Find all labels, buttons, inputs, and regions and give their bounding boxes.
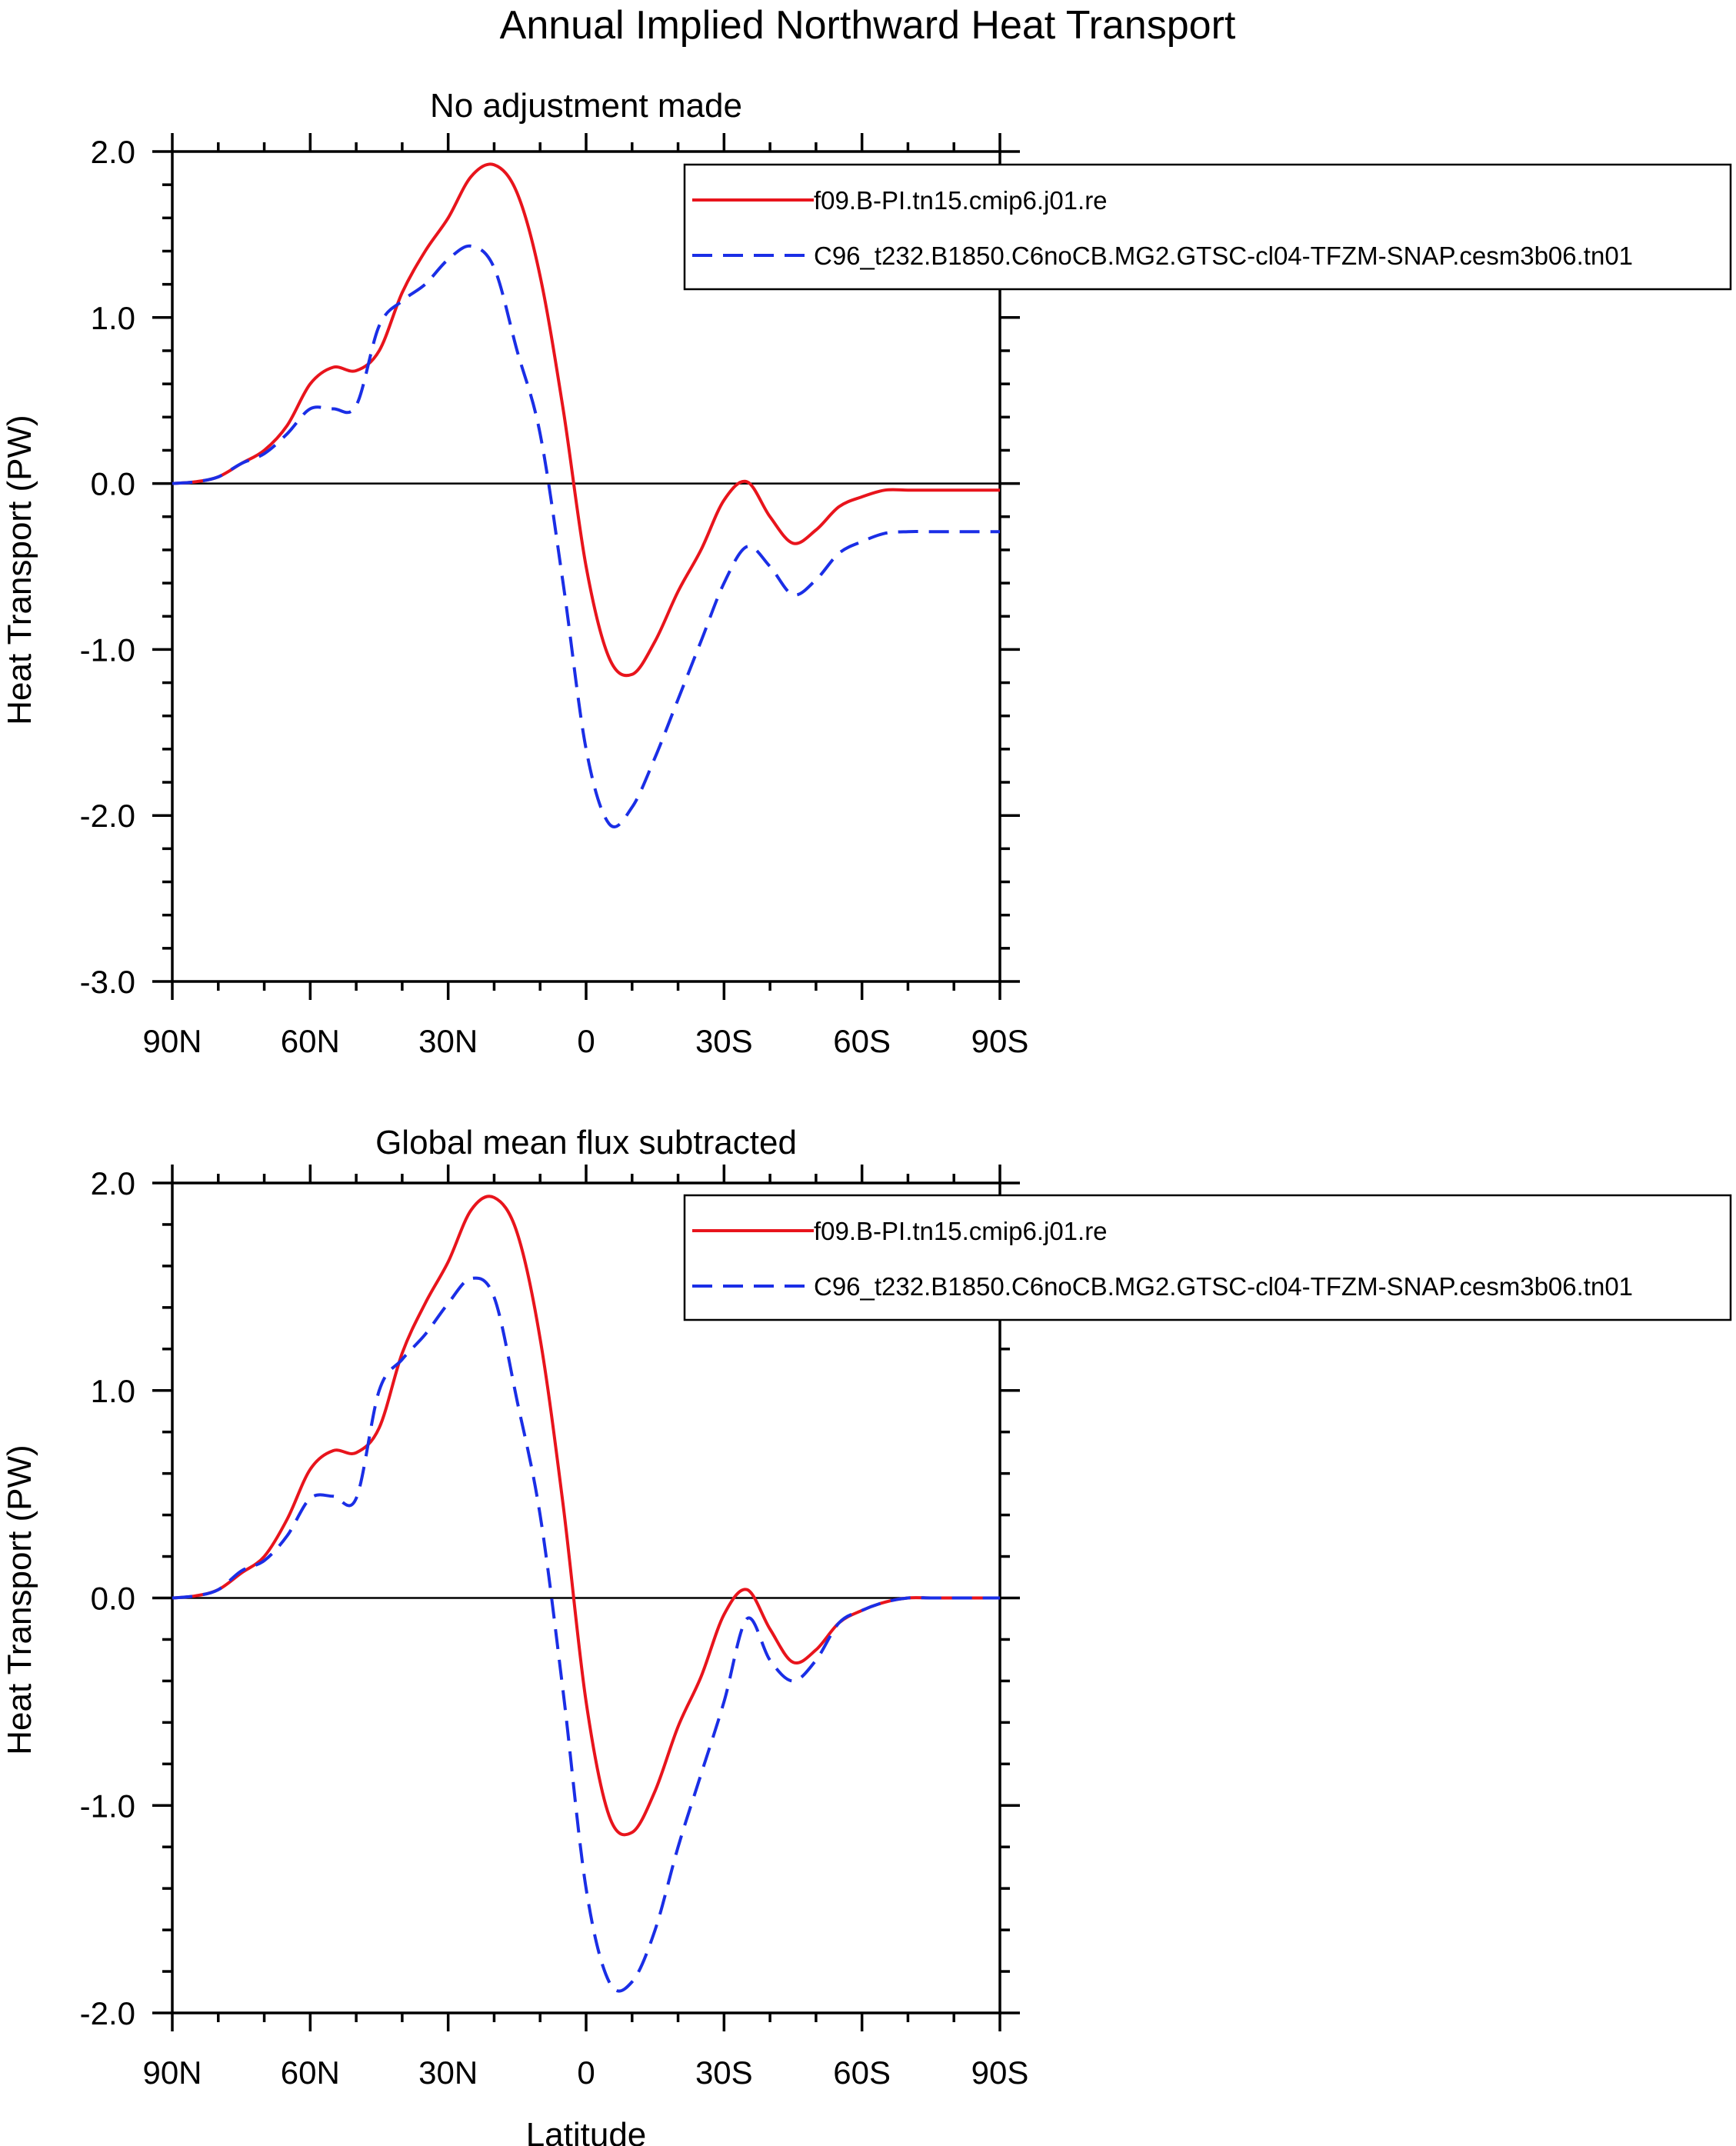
series-line-1 [172,162,1000,678]
y-tick-label: 0.0 [91,466,135,502]
x-tick-labels: 90N 60N 30N 0 30S 60S 90S [142,1023,1028,1059]
x-tick-labels: 90N 60N 30N 0 30S 60S 90S [142,2054,1028,2091]
y-tick-label: -2.0 [80,798,135,834]
series-layer [172,1195,1000,1993]
panel-global-mean-subtracted: Global mean flux subtracted Heat Transpo… [1,1124,1732,2146]
x-tick-label: 30S [695,1023,753,1059]
legend-label-series-2: C96_t232.B1850.C6noCB.MG2.GTSC-cl04-TFZM… [814,242,1633,270]
x-tick-label: 90S [971,2054,1029,2091]
y-tick-label: -3.0 [80,964,135,1000]
y-tick-label: 1.0 [91,1373,135,1409]
y-tick-labels: 2.0 1.0 0.0 -1.0 -2.0 [80,1165,135,2031]
y-tick-label: 1.0 [91,300,135,336]
x-tick-label: 90N [142,1023,202,1059]
x-axis-label: Latitude [526,2116,647,2146]
y-axis-label: Heat Transport (PW) [1,1445,38,1754]
x-tick-label: 60N [281,1023,340,1059]
panel-title: No adjustment made [430,87,742,125]
x-tick-label: 90N [142,2054,202,2091]
series-line-2 [172,1276,1000,1993]
axis-ticks [152,1165,1020,2031]
legend-label-series-1: f09.B-PI.tn15.cmip6.j01.re [814,186,1108,215]
series-layer [172,162,1000,828]
legend-label-series-1: f09.B-PI.tn15.cmip6.j01.re [814,1217,1108,1245]
x-tick-label: 30N [418,2054,478,2091]
y-tick-labels: 2.0 1.0 0.0 -1.0 -2.0 -3.0 [80,134,135,1000]
y-axis-label: Heat Transport (PW) [1,415,38,725]
x-tick-label: 30N [418,1023,478,1059]
y-tick-label: 2.0 [91,1165,135,1201]
y-tick-label: -1.0 [80,631,135,668]
x-tick-label: 0 [577,1023,595,1059]
panel-no-adjustment: No adjustment made Heat Transport (PW) 2… [1,87,1732,1059]
panel-title: Global mean flux subtracted [375,1124,797,1161]
series-line-2 [172,244,1000,828]
x-tick-label: 60S [833,2054,891,2091]
y-tick-label: 0.0 [91,1581,135,1617]
x-tick-label: 60S [833,1023,891,1059]
legend: f09.B-PI.tn15.cmip6.j01.re C96_t232.B185… [683,1194,1732,1321]
x-tick-label: 30S [695,2054,753,2091]
legend-label-series-2: C96_t232.B1850.C6noCB.MG2.GTSC-cl04-TFZM… [814,1272,1633,1301]
legend-box [683,1194,1732,1321]
legend: f09.B-PI.tn15.cmip6.j01.re C96_t232.B185… [683,163,1732,291]
y-tick-label: -1.0 [80,1788,135,1824]
x-tick-label: 0 [577,2054,595,2091]
legend-box [683,163,1732,291]
x-tick-label: 60N [281,2054,340,2091]
y-tick-label: 2.0 [91,134,135,170]
figure-title: Annual Implied Northward Heat Transport [500,3,1236,48]
x-tick-label: 90S [971,1023,1029,1059]
y-tick-label: -2.0 [80,1995,135,2031]
